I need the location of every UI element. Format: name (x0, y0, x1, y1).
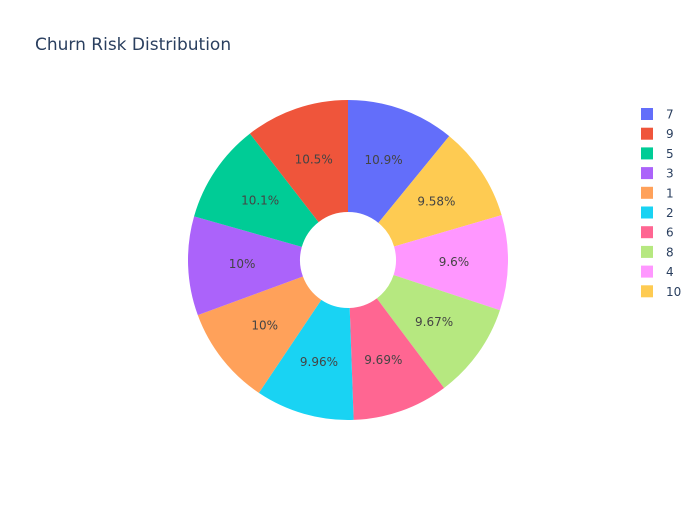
legend-swatch (641, 147, 653, 160)
legend-label: 4 (666, 265, 674, 279)
legend-swatch (641, 285, 653, 298)
slice-label-8: 9.67% (415, 315, 453, 329)
slice-label-2: 9.96% (300, 355, 338, 369)
legend-label: 7 (666, 108, 674, 122)
slice-label-6: 9.69% (364, 353, 402, 367)
legend-label: 8 (666, 245, 674, 259)
legend-label: 5 (666, 147, 674, 161)
legend-item-9[interactable]: 9 (641, 127, 674, 141)
pie-slice-8[interactable] (376, 275, 500, 388)
pie-slice-4[interactable] (393, 215, 509, 311)
pie-slice-5[interactable] (194, 133, 319, 247)
slice-label-10: 9.58% (417, 194, 455, 208)
legend-item-1[interactable]: 1 (641, 186, 674, 200)
pie-slice-1[interactable] (197, 276, 322, 393)
legend-item-4[interactable]: 4 (641, 265, 674, 279)
legend-item-3[interactable]: 3 (641, 167, 674, 181)
legend-swatch (641, 245, 653, 258)
slice-label-9: 10.5% (295, 153, 333, 167)
pie-slices (188, 100, 509, 421)
legend-swatch (641, 108, 653, 120)
slice-label-7: 10.9% (365, 153, 403, 167)
legend-label: 9 (666, 127, 674, 141)
legend-item-5[interactable]: 5 (641, 147, 674, 161)
pie-slice-10[interactable] (378, 136, 502, 247)
slice-label-5: 10.1% (241, 194, 279, 208)
legend-label: 10 (666, 285, 681, 299)
legend-item-10[interactable]: 10 (641, 285, 681, 299)
legend-swatch (641, 226, 653, 239)
legend-item-2[interactable]: 2 (641, 206, 674, 220)
pie-slice-3[interactable] (188, 216, 303, 316)
legend-label: 3 (666, 167, 674, 181)
slice-label-3: 10% (229, 257, 256, 271)
legend-label: 2 (666, 206, 674, 220)
pie-slice-labels: 10.9% 9.58% 9.6% 9.67% 9.69% 9.96% 10% 10% 10.1%… (229, 153, 469, 369)
legend-swatch (641, 186, 653, 199)
slice-label-1: 10% (251, 318, 278, 332)
legend: 7 9 5 3 1 2 6 8 4 10 (641, 108, 681, 299)
legend-label: 6 (666, 226, 674, 240)
legend-swatch (641, 167, 653, 180)
pie-slice-9[interactable] (249, 100, 348, 223)
pie-slice-2[interactable] (258, 299, 354, 421)
legend-item-6[interactable]: 6 (641, 226, 674, 240)
legend-swatch (641, 206, 653, 219)
legend-swatch (641, 127, 653, 140)
slice-label-4: 9.6% (439, 255, 470, 269)
legend-item-7[interactable]: 7 (641, 108, 674, 122)
chart-title: Churn Risk Distribution (35, 35, 231, 55)
legend-item-8[interactable]: 8 (641, 245, 674, 259)
legend-label: 1 (666, 186, 674, 200)
pie-slice-6[interactable] (349, 298, 445, 420)
pie-slice-7[interactable] (348, 100, 450, 223)
legend-swatch (641, 265, 653, 278)
